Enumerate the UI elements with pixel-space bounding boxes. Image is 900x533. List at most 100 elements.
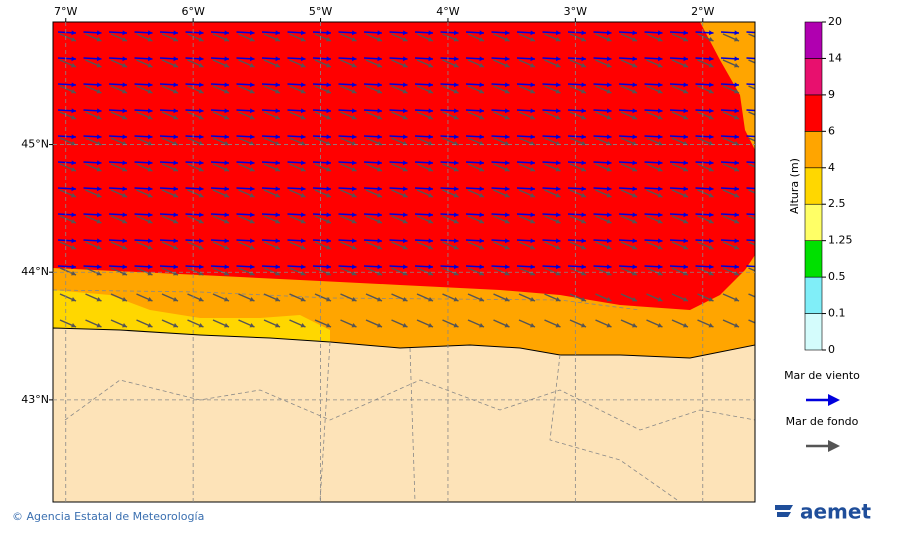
swell-arrow-head xyxy=(530,245,535,250)
swell-arrow-head xyxy=(632,271,637,276)
wind-sea-arrow-head xyxy=(173,264,178,270)
swell-arrow-head xyxy=(96,115,102,120)
wind-sea-arrow-head xyxy=(300,82,306,88)
wind-sea-arrow-head xyxy=(173,212,178,218)
wind-sea-arrow-head xyxy=(71,160,76,166)
swell-arrow xyxy=(748,111,755,116)
wind-sea-arrow-head xyxy=(708,238,714,244)
swell-arrow-head xyxy=(632,37,637,42)
swell-arrow-head xyxy=(581,37,586,42)
logo-mark xyxy=(775,505,793,517)
wind-sea-arrow-head xyxy=(632,212,637,218)
swell-arrow-head xyxy=(708,271,714,276)
wind-sea-arrow-head xyxy=(657,82,663,88)
swell-arrow-head xyxy=(147,323,153,328)
wind-sea-arrow-head xyxy=(555,264,561,270)
wind-sea-arrow-head xyxy=(479,238,484,244)
wind-sea-arrow-head xyxy=(657,212,663,218)
swell-arrow-head xyxy=(173,193,178,198)
swell-arrow-head xyxy=(198,37,204,42)
wind-sea-arrow-head xyxy=(683,134,688,140)
wind-sea-arrow-head xyxy=(351,160,357,166)
swell-arrow-head xyxy=(198,167,204,172)
wind-sea-arrow-head xyxy=(300,108,306,114)
swell-arrow-head xyxy=(275,37,280,42)
swell-arrow-head xyxy=(224,323,229,328)
wind-sea-arrow-head xyxy=(173,82,178,88)
wind-sea-arrow-head xyxy=(96,82,102,88)
colorbar-band xyxy=(804,58,823,96)
swell-arrow-head xyxy=(198,323,204,328)
wind-sea-arrow-head xyxy=(122,108,127,114)
swell-arrow-head xyxy=(453,37,459,42)
wind-sea-arrow-head xyxy=(683,108,688,114)
wind-sea-arrow-head xyxy=(326,56,331,62)
wind-sea-arrow-head xyxy=(504,56,510,62)
swell-arrow-head xyxy=(96,89,102,94)
swell-arrow-head xyxy=(173,297,178,302)
swell-arrow-head xyxy=(606,297,612,302)
wind-sea-arrow-head xyxy=(555,30,561,36)
colorbar-band xyxy=(804,131,823,169)
swell-arrow-head xyxy=(198,219,204,224)
swell-arrow-head xyxy=(173,323,178,328)
swell-arrow-head xyxy=(530,89,535,94)
swell-arrow-head xyxy=(734,37,739,42)
wind-sea-arrow-head xyxy=(657,56,663,62)
lon-tick-label: 4°W xyxy=(436,5,459,18)
swell-arrow-head xyxy=(657,219,663,224)
wind-sea-arrow-head xyxy=(708,82,714,88)
swell-arrow-head xyxy=(657,63,663,68)
wind-sea-arrow-head xyxy=(530,134,535,140)
swell-arrow-head xyxy=(224,297,229,302)
wind-sea-arrow-head xyxy=(377,160,382,166)
wind-sea-arrow-head xyxy=(300,160,306,166)
wind-sea-arrow-head xyxy=(606,82,612,88)
swell-arrow-head xyxy=(96,323,102,328)
swell-arrow-head xyxy=(555,193,561,198)
wind-sea-arrow-head xyxy=(760,212,765,217)
wind-sea-arrow-head xyxy=(606,238,612,244)
swell-arrow-head xyxy=(555,323,561,328)
swell-arrow-head xyxy=(530,219,535,224)
wind-sea-arrow-head xyxy=(147,82,153,88)
swell-arrow-head xyxy=(300,193,306,198)
swell-arrow-head xyxy=(428,167,433,172)
swell-arrow xyxy=(748,33,755,38)
swell-arrow-head xyxy=(453,297,459,302)
wind-sea-arrow-head xyxy=(249,30,255,36)
wind-sea-arrow-head xyxy=(734,82,739,88)
swell-arrow-head xyxy=(147,297,153,302)
swell-arrow-head xyxy=(300,167,306,172)
swell-arrow-head xyxy=(326,193,331,198)
wind-sea-arrow-head xyxy=(683,56,688,62)
wind-sea-arrow-head xyxy=(71,186,76,192)
wind-sea-arrow-head xyxy=(428,108,433,114)
wind-sea-arrow-head xyxy=(198,212,204,218)
wind-sea-arrow-head xyxy=(96,212,102,218)
swell-arrow-head xyxy=(249,89,255,94)
swell-arrow-head xyxy=(428,219,433,224)
wind-sea-arrow-head xyxy=(530,30,535,36)
wind-sea-arrow-head xyxy=(606,264,612,270)
swell-arrow-head xyxy=(581,63,586,68)
swell-arrow-head xyxy=(377,167,382,172)
swell-arrow-head xyxy=(555,63,561,68)
wind-sea-arrow-head xyxy=(147,108,153,114)
lat-tick-label: 43°N xyxy=(21,393,49,406)
wind-sea-arrow-head xyxy=(275,264,280,270)
swell-arrow-head xyxy=(147,193,153,198)
swell-arrow-head xyxy=(581,89,586,94)
swell-arrow-head xyxy=(453,63,459,68)
lon-tick-label: 3°W xyxy=(564,5,587,18)
wind-sea-arrow-head xyxy=(657,186,663,192)
wind-sea-arrow-head xyxy=(249,82,255,88)
wind-sea-arrow-head xyxy=(555,56,561,62)
swell-arrow-head xyxy=(71,167,76,172)
wind-sea-arrow xyxy=(746,31,755,34)
swell-arrow-head xyxy=(198,297,204,302)
swell-arrow-head xyxy=(760,245,765,249)
wind-sea-arrow-head xyxy=(479,108,484,114)
swell-arrow-head xyxy=(224,219,229,224)
wind-sea-arrow-head xyxy=(606,30,612,36)
